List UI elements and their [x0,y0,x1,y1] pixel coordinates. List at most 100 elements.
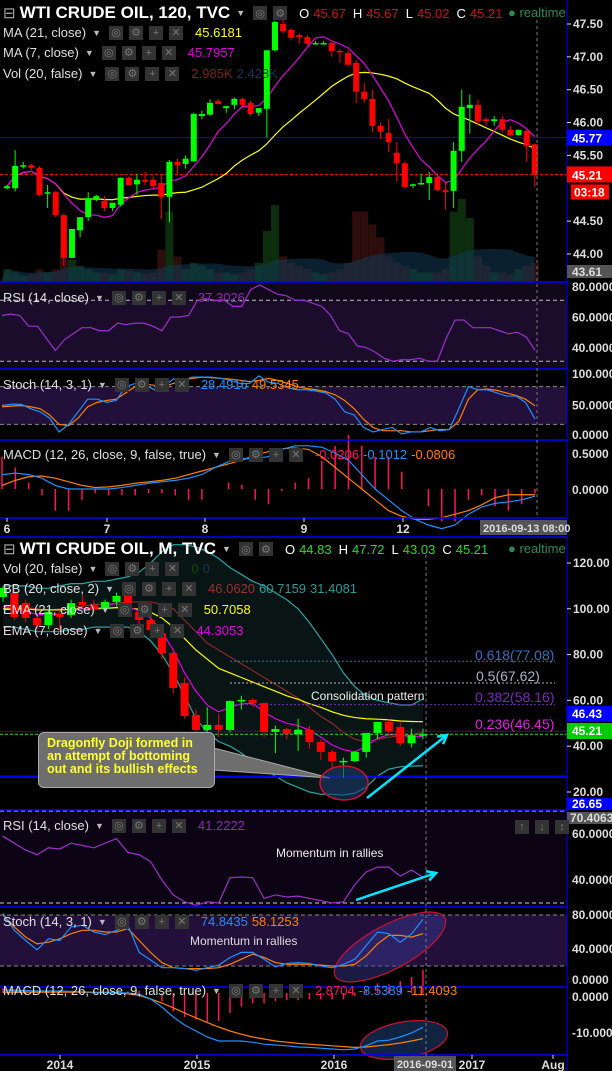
rsi-axis-label: 60.0000 [572,311,612,325]
close-icon[interactable]: ✕ [288,983,303,998]
eye-icon[interactable]: ◎ [109,25,124,40]
chevron-down-icon[interactable]: ▼ [212,449,221,460]
plus-icon[interactable]: + [141,45,156,60]
chevron-down-icon[interactable]: ▼ [105,583,115,594]
plus-icon[interactable]: + [150,623,165,638]
gear-icon[interactable]: ⚙ [142,581,157,596]
eye-icon[interactable]: ◎ [114,914,129,929]
eye-icon[interactable]: ◎ [114,377,129,392]
eye-icon[interactable]: ◎ [122,581,137,596]
legend-macd[interactable]: MACD (12, 26, close, 9, false, true) ▼ ◎ ⚙ +… [3,447,455,462]
legend-bb[interactable]: BB (20, close, 2) ▼ ◎ ⚙ + ✕ 46.0620 60.7159 31.4… [3,581,357,596]
legend-ma21[interactable]: MA (21, close) ▼ ◎ ⚙ + ✕ 45.6181 [3,25,242,40]
legend-stoch[interactable]: Stoch (14, 3, 1) ▼ ◎ ⚙ + ✕ 74.8435 58.1253 [3,914,299,929]
eye-icon[interactable]: ◎ [228,983,243,998]
eye-icon[interactable]: ◎ [228,447,243,462]
gear-icon[interactable]: ⚙ [131,818,146,833]
candle [20,165,27,167]
symbol-title[interactable]: WTI CRUDE OIL, M, TVC [19,539,217,558]
plus-icon[interactable]: + [162,581,177,596]
chevron-down-icon[interactable]: ▼ [97,379,107,390]
gear-icon[interactable]: ⚙ [273,6,288,20]
chevron-down-icon[interactable]: ▼ [88,68,98,79]
chevron-down-icon[interactable]: ▼ [88,563,98,574]
gear-icon[interactable]: ⚙ [134,377,149,392]
legend-volume[interactable]: Vol (20, false) ▼ ◎ ⚙ + ✕ 2.985K 2.428K [3,66,278,81]
symbol-title[interactable]: WTI CRUDE OIL, 120, TVC [19,3,231,22]
legend-stoch[interactable]: Stoch (14, 3, 1) ▼ ◎ ⚙ + ✕ 28.4916 49.5345 [3,377,299,392]
gear-icon[interactable]: ⚙ [130,623,145,638]
realtime-label: realtime [519,5,566,20]
close-icon[interactable]: ✕ [174,377,189,392]
collapse-icon[interactable]: ⊟ [3,5,16,22]
gear-icon[interactable]: ⚙ [248,447,263,462]
gear-icon[interactable]: ⚙ [125,66,140,81]
gear-icon[interactable]: ⚙ [258,542,273,556]
eye-icon[interactable]: ◎ [105,66,120,81]
chevron-down-icon[interactable]: ▼ [236,8,246,18]
plus-icon[interactable]: + [154,914,169,929]
legend-volume[interactable]: Vol (20, false) ▼ ◎ ⚙ + ✕ 0 0 [3,561,210,576]
plus-icon[interactable]: + [151,290,166,305]
gear-icon[interactable]: ⚙ [131,290,146,305]
legend-ema21[interactable]: EMA (21, close) ▼ ◎ ⚙ + ✕ 50.7058 [3,602,251,617]
plus-icon[interactable]: + [149,25,164,40]
arrow-down-icon[interactable]: ↓ [535,820,549,834]
legend-rsi[interactable]: RSI (14, close) ▼ ◎ ⚙ + ✕ 41.2222 [3,818,245,833]
plus-icon[interactable]: + [154,377,169,392]
arrow-up-icon[interactable]: ↑ [515,820,529,834]
candle [507,129,514,136]
close-icon[interactable]: ✕ [165,561,180,576]
gear-icon[interactable]: ⚙ [125,561,140,576]
plus-icon[interactable]: + [145,561,160,576]
plus-icon[interactable]: + [268,983,283,998]
chevron-down-icon[interactable]: ▼ [222,544,231,554]
legend-ma7[interactable]: MA (7, close) ▼ ◎ ⚙ + ✕ 45.7957 [3,45,235,60]
close-icon[interactable]: ✕ [171,818,186,833]
chevron-down-icon[interactable]: ▼ [97,916,107,927]
gear-icon[interactable]: ⚙ [248,983,263,998]
legend-ema7[interactable]: EMA (7, close) ▼ ◎ ⚙ + ✕ 44.3053 [3,623,243,638]
gear-icon[interactable]: ⚙ [121,45,136,60]
eye-icon[interactable]: ◎ [238,542,253,556]
gear-icon[interactable]: ⚙ [137,602,152,617]
chevron-down-icon[interactable]: ▼ [212,985,221,996]
chevron-down-icon[interactable]: ▼ [92,27,102,38]
eye-icon[interactable]: ◎ [111,818,126,833]
maximize-icon[interactable]: ↕ [555,820,569,834]
chevron-down-icon[interactable]: ▼ [93,625,103,636]
eye-icon[interactable]: ◎ [111,290,126,305]
eye-icon[interactable]: ◎ [117,602,132,617]
chevron-down-icon[interactable]: ▼ [100,604,110,615]
chevron-down-icon[interactable]: ▼ [84,47,94,58]
gear-icon[interactable]: ⚙ [129,25,144,40]
plus-icon[interactable]: + [268,447,283,462]
collapse-icon[interactable]: ⊟ [3,541,16,558]
plus-icon[interactable]: + [145,66,160,81]
plus-icon[interactable]: + [151,818,166,833]
close-icon[interactable]: ✕ [165,66,180,81]
eye-icon[interactable]: ◎ [101,45,116,60]
chevron-down-icon[interactable]: ▼ [94,292,104,303]
close-icon[interactable]: ✕ [177,602,192,617]
high-value: 45.67 [366,5,399,21]
close-icon[interactable]: ✕ [170,623,185,638]
close-icon[interactable]: ✕ [171,290,186,305]
legend-macd[interactable]: MACD (12, 26, close, 9, false, true) ▼ ◎ ⚙ +… [3,983,457,998]
candle [214,724,223,730]
close-icon[interactable]: ✕ [161,45,176,60]
close-icon[interactable]: ✕ [174,914,189,929]
close-icon[interactable]: ✕ [169,25,184,40]
legend-rsi[interactable]: RSI (14, close) ▼ ◎ ⚙ + ✕ 37.3026 [3,290,245,305]
eye-icon[interactable]: ◎ [253,6,268,20]
macd-line [2,989,424,1051]
eye-icon[interactable]: ◎ [110,623,125,638]
gear-icon[interactable]: ⚙ [134,914,149,929]
plus-icon[interactable]: + [157,602,172,617]
close-icon[interactable]: ✕ [288,447,303,462]
price-axis-label: 100.00 [573,602,610,616]
eye-icon[interactable]: ◎ [105,561,120,576]
close-icon[interactable]: ✕ [182,581,197,596]
chevron-down-icon[interactable]: ▼ [94,820,104,831]
